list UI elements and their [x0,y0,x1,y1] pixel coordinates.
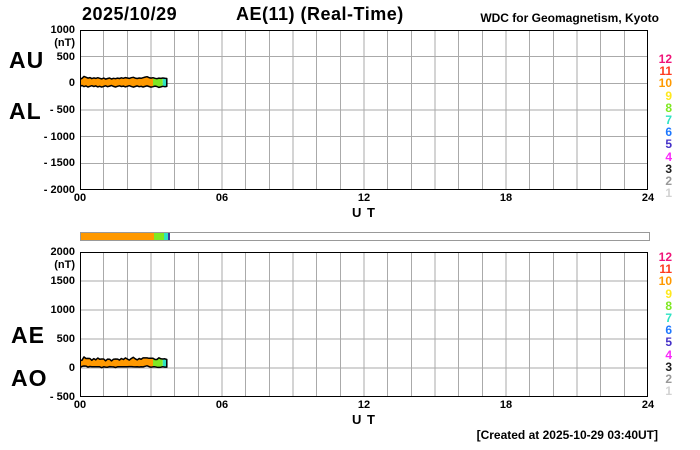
x-tick-label: 00 [73,192,87,204]
y-tick-label: 0 [68,77,75,89]
legend-station-9: 9 [665,88,672,103]
y-tick-label: - 500 [49,104,75,116]
availability-bar [80,232,650,241]
legend-station-10: 10 [658,76,672,91]
station-legend-top: 12 11 10 9 8 7 6 5 4 3 2 1 [659,53,672,199]
availability-segment [167,233,170,240]
page-title: AE(11) (Real-Time) [236,4,404,24]
x-tick-label: 12 [357,192,371,204]
y-tick-label: - 1500 [43,157,75,169]
x-tick-label: 12 [357,399,371,411]
legend-station-4: 4 [665,347,672,362]
availability-segment [81,233,154,240]
y-tick-label: 500 [56,51,75,63]
y-tick-label: 500 [56,333,75,345]
legend-station-1: 1 [665,186,672,201]
y-tick-label: - 500 [49,391,75,403]
legend-station-2: 2 [665,173,672,188]
series-label-ae: AE [11,322,45,348]
created-at-label: [Created at 2025-10-29 03:40UT] [476,428,658,442]
x-tick-label: 24 [641,399,655,411]
legend-station-7: 7 [665,112,672,127]
legend-station-8: 8 [665,298,672,313]
legend-station-5: 5 [665,137,672,152]
series-label-au: AU [9,47,45,73]
legend-station-5: 5 [665,335,672,350]
legend-station-2: 2 [665,371,672,386]
y-axis-unit: (nT) [54,37,75,49]
bottom-chart-ae-ao [80,252,648,397]
x-tick-label: 06 [215,192,229,204]
plot-date: 2025/10/29 [82,4,178,24]
x-tick-label: 18 [499,192,513,204]
x-tick-label: 06 [215,399,229,411]
legend-station-10: 10 [658,274,672,289]
y-tick-label: 1500 [50,275,75,287]
y-tick-label: 0 [68,362,75,374]
legend-station-11: 11 [659,64,672,79]
availability-segment [153,233,164,240]
x-tick-label: 00 [73,399,87,411]
source-label: WDC for Geomagnetism, Kyoto [480,11,659,25]
legend-station-8: 8 [665,100,672,115]
x-axis-label: U T [352,205,376,220]
legend-station-9: 9 [665,286,672,301]
x-tick-label: 18 [499,399,513,411]
availability-segment [163,233,168,240]
legend-station-11: 11 [659,262,672,277]
legend-station-7: 7 [665,310,672,325]
legend-station-6: 6 [665,323,672,338]
y-tick-label: 1000 [50,24,75,36]
series-label-ao: AO [11,365,48,391]
legend-station-12: 12 [658,250,672,264]
legend-station-3: 3 [665,161,672,176]
y-tick-label: 1000 [50,304,75,316]
y-axis-unit: (nT) [54,259,75,271]
top-chart-au-al [80,30,648,190]
y-tick-label: - 1000 [43,131,75,143]
legend-station-6: 6 [665,125,672,140]
series-label-al: AL [9,98,42,124]
legend-station-4: 4 [665,149,672,164]
y-tick-label: - 2000 [43,184,75,196]
x-tick-label: 24 [641,192,655,204]
y-tick-label: 2000 [50,246,75,258]
legend-station-1: 1 [665,384,672,399]
station-legend-bottom: 12 11 10 9 8 7 6 5 4 3 2 1 [659,251,672,397]
x-axis-label: U T [352,412,376,427]
legend-station-12: 12 [658,52,672,66]
legend-station-3: 3 [665,359,672,374]
